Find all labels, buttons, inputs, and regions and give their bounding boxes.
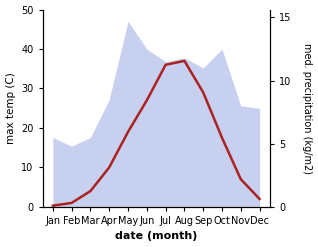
X-axis label: date (month): date (month) xyxy=(115,231,197,242)
Y-axis label: med. precipitation (kg/m2): med. precipitation (kg/m2) xyxy=(302,43,313,174)
Y-axis label: max temp (C): max temp (C) xyxy=(5,72,16,144)
